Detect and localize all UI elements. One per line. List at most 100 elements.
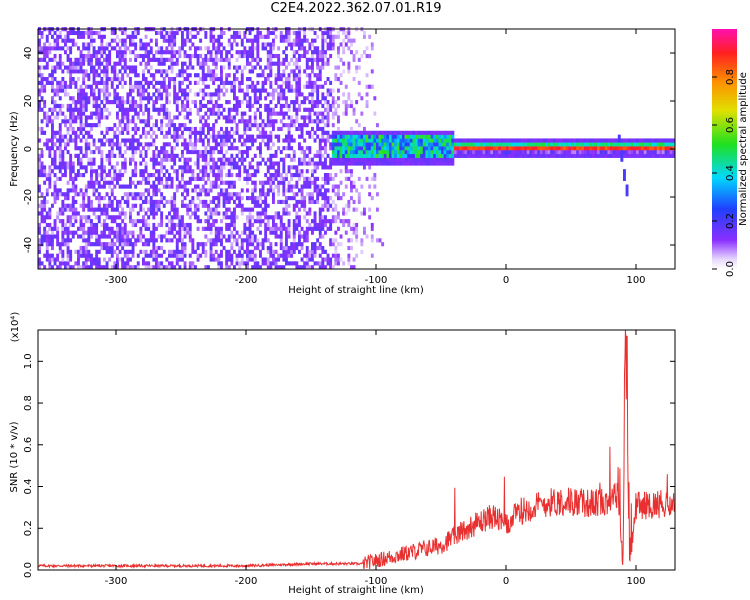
heatmap-cell [386,146,390,151]
heatmap-cell [199,38,203,43]
heatmap-cell [71,111,75,116]
heatmap-cell [152,92,156,97]
heatmap-cell [58,265,62,270]
heatmap-cell [623,149,626,155]
heatmap-cell [612,153,616,158]
heatmap-cell [326,42,330,47]
heatmap-cell [129,215,132,220]
heatmap-cell [448,134,452,139]
heatmap-cell [446,134,450,139]
heatmap-cell [116,134,119,139]
heatmap-cell [246,134,249,139]
heatmap-cell [576,153,580,158]
heatmap-cell [233,219,236,224]
heatmap-cell [365,161,369,166]
heatmap-cell [43,42,47,47]
heatmap-cell [246,249,249,254]
heatmap-cell [121,119,125,124]
heatmap-cell [48,253,52,258]
heatmap-cell [300,234,304,239]
heatmap-cell [417,161,421,166]
heatmap-cell [118,211,122,216]
heatmap-cell [321,215,325,220]
heatmap-cell [308,161,312,166]
heatmap-cell [433,142,437,147]
heatmap-cell [71,30,75,36]
heatmap-cell [45,215,49,220]
heatmap-cell [396,130,400,135]
heatmap-cell [259,188,262,193]
heatmap-cell [490,146,494,151]
heatmap-cell [350,238,353,243]
heatmap-cell [389,142,392,147]
heatmap-cell [144,96,148,101]
heatmap-cell [337,34,340,39]
heatmap-cell [48,226,52,231]
heatmap-cell [643,153,647,158]
heatmap-cell [279,61,283,66]
heatmap-cell [355,234,359,239]
heatmap-cell [139,42,143,47]
heatmap-cell [230,192,234,197]
heatmap-cell [256,100,260,105]
heatmap-cell [331,111,335,116]
heatmap-cell [620,138,624,143]
heatmap-cell [58,146,62,151]
heatmap-cell [259,180,262,185]
heatmap-cell [287,123,291,128]
heatmap-cell [438,134,442,139]
heatmap-cell [84,249,88,254]
heatmap-cell [82,203,86,208]
heatmap-cell [365,46,369,51]
heatmap-cell [292,73,296,78]
heatmap-cell [261,245,265,251]
heatmap-cell [269,138,273,143]
heatmap-cell [282,157,286,162]
heatmap-cell [524,153,528,158]
heatmap-cell [290,123,294,128]
heatmap-cell [357,157,361,162]
heatmap-cell [290,249,294,254]
heatmap-cell [303,261,307,266]
heatmap-cell [173,253,177,258]
heatmap-cell [168,42,171,47]
heatmap-cell [357,92,361,97]
heatmap-cell [311,180,314,185]
heatmap-cell [373,146,377,151]
heatmap-cell [56,65,60,70]
heatmap-cell [370,153,374,158]
heatmap-cell [199,138,203,143]
heatmap-cell [95,103,99,109]
heatmap-cell [74,115,78,120]
heatmap-cell [290,146,294,151]
heatmap-cell [274,149,278,155]
heatmap-cell [383,134,387,139]
heatmap-cell [420,138,424,143]
heatmap-cell [386,142,390,147]
heatmap-cell [594,153,598,158]
heatmap-cell [303,234,307,239]
heatmap-cell [84,57,88,62]
heatmap-cell [71,176,75,181]
heatmap-cell [160,69,164,74]
heatmap-cell [131,88,135,93]
heatmap-cell [38,126,41,132]
heatmap-cell [376,142,379,147]
heatmap-cell [279,238,283,243]
heatmap-cell [103,242,106,247]
heatmap-cell [103,46,106,51]
heatmap-cell [256,134,260,139]
heatmap-cell [201,80,205,85]
heatmap-cell [90,61,93,66]
heatmap-cell [152,123,156,128]
heatmap-cell [152,84,156,89]
heatmap-cell [64,38,67,43]
heatmap-cell [409,134,413,139]
heatmap-cell [399,130,403,135]
heatmap-cell [155,249,158,254]
heatmap-cell [376,153,379,158]
heatmap-cell [248,100,252,105]
heatmap-cell [168,65,171,70]
heatmap-cell [64,34,67,39]
heatmap-cell [199,126,203,132]
